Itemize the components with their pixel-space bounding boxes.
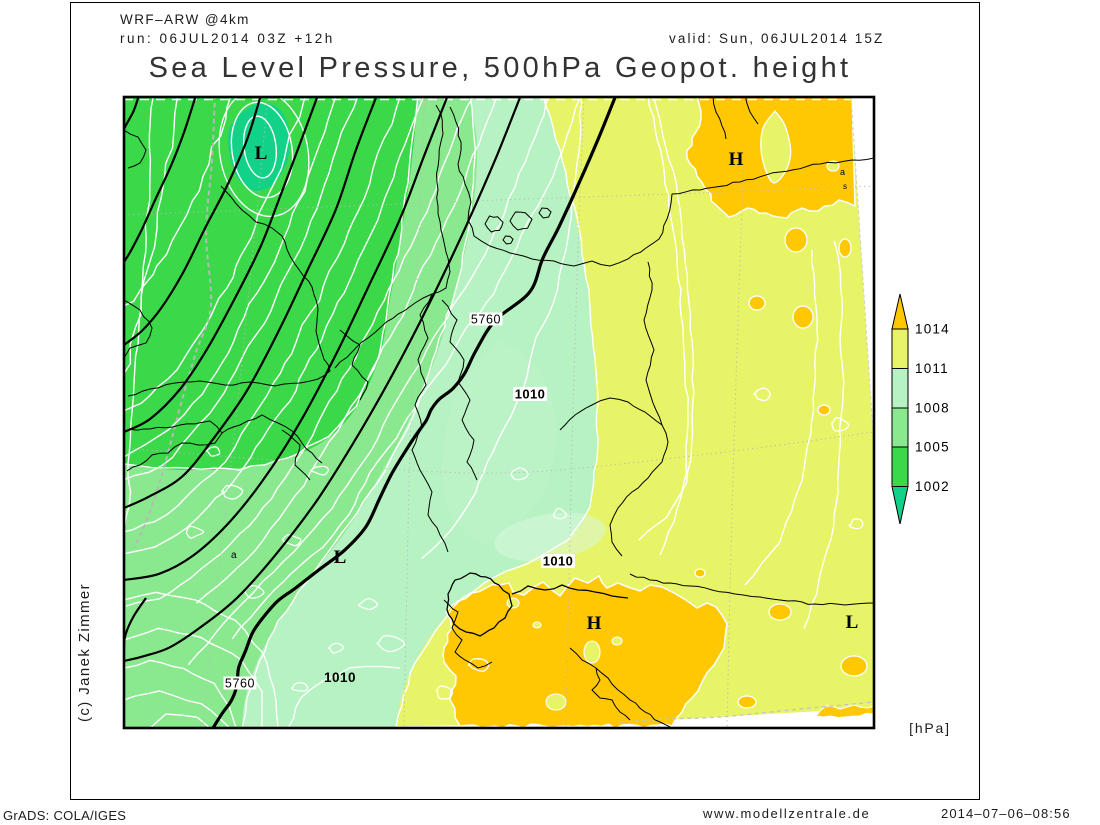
- svg-text:a: a: [231, 550, 237, 561]
- svg-text:1002: 1002: [915, 479, 950, 494]
- svg-text:[hPa]: [hPa]: [909, 720, 951, 736]
- svg-text:1010: 1010: [324, 670, 356, 685]
- svg-text:1005: 1005: [915, 440, 950, 455]
- svg-text:L: L: [334, 547, 347, 568]
- svg-text:1008: 1008: [915, 401, 950, 416]
- svg-text:H: H: [587, 613, 602, 634]
- svg-text:H: H: [729, 149, 744, 170]
- svg-text:L: L: [846, 612, 859, 633]
- svg-text:s: s: [843, 182, 847, 191]
- svg-text:5760: 5760: [225, 677, 255, 691]
- svg-text:1010: 1010: [515, 387, 546, 402]
- svg-text:1014: 1014: [915, 322, 950, 337]
- svg-text:5760: 5760: [471, 313, 501, 327]
- svg-text:1010: 1010: [543, 554, 574, 569]
- svg-text:1011: 1011: [915, 361, 949, 376]
- svg-text:L: L: [255, 143, 268, 164]
- svg-text:a: a: [840, 167, 845, 177]
